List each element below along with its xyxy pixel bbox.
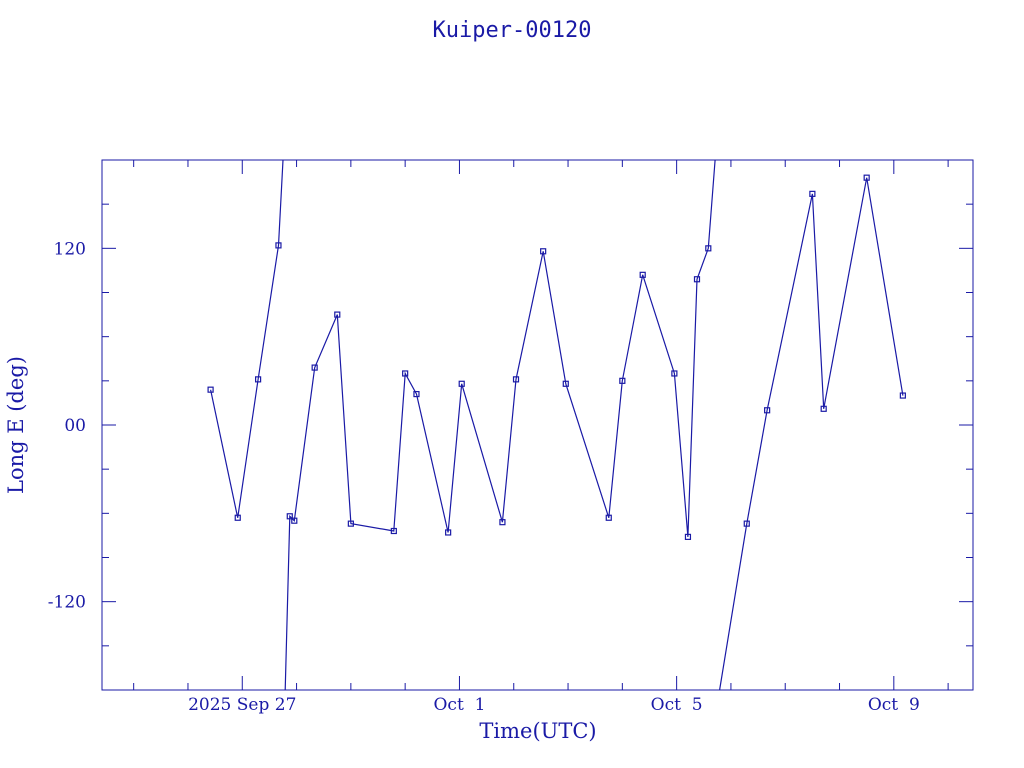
data-point [286, 513, 293, 520]
plot-frame [101, 159, 974, 691]
data-point [413, 390, 420, 398]
x-tick-label: Oct 1 [433, 695, 485, 715]
data-point [605, 514, 612, 521]
data-point [764, 407, 771, 414]
data-point [402, 370, 409, 377]
series-line-2 [284, 159, 716, 691]
data-point [234, 514, 241, 521]
data-point [562, 380, 569, 387]
data-point [347, 520, 354, 527]
data-point [671, 370, 678, 377]
y-tick-label: 120 [54, 239, 86, 259]
data-point [275, 242, 282, 249]
data-point [207, 386, 214, 393]
data-point [512, 376, 520, 383]
data-point [255, 376, 262, 383]
series-lines [210, 159, 904, 691]
data-point [311, 364, 318, 371]
data-point [619, 377, 626, 384]
data-point [390, 527, 397, 535]
data-markers [207, 174, 906, 540]
data-point [693, 276, 701, 283]
data-point [743, 520, 750, 527]
y-tick-label: -120 [48, 593, 86, 613]
data-point [684, 533, 692, 540]
data-point [863, 174, 870, 181]
data-point [458, 380, 465, 387]
y-axis-label: Long E (deg) [4, 356, 28, 494]
data-point [540, 248, 547, 255]
x-tick-label: Oct 5 [651, 695, 703, 715]
data-point [820, 405, 827, 412]
data-point [899, 392, 906, 399]
data-point [445, 529, 452, 536]
x-tick-label: 2025 Sep 27 [188, 695, 296, 715]
chart-title: Kuiper-00120 [433, 18, 592, 43]
series-line-1 [210, 159, 284, 518]
y-tick-label: 00 [64, 416, 86, 436]
data-point [334, 311, 341, 318]
data-point [291, 517, 298, 524]
data-point [499, 519, 506, 526]
data-point [809, 190, 816, 197]
axis-ticks [102, 160, 973, 690]
x-tick-label: Oct 9 [868, 695, 920, 715]
x-axis-label: Time(UTC) [479, 719, 596, 743]
series-line-3 [719, 177, 904, 691]
axis-tick-labels: 2025 Sep 27 Oct 1 Oct 5 Oct 9 120 00 -120 [48, 239, 920, 715]
data-point [705, 245, 712, 252]
data-point [639, 271, 646, 278]
